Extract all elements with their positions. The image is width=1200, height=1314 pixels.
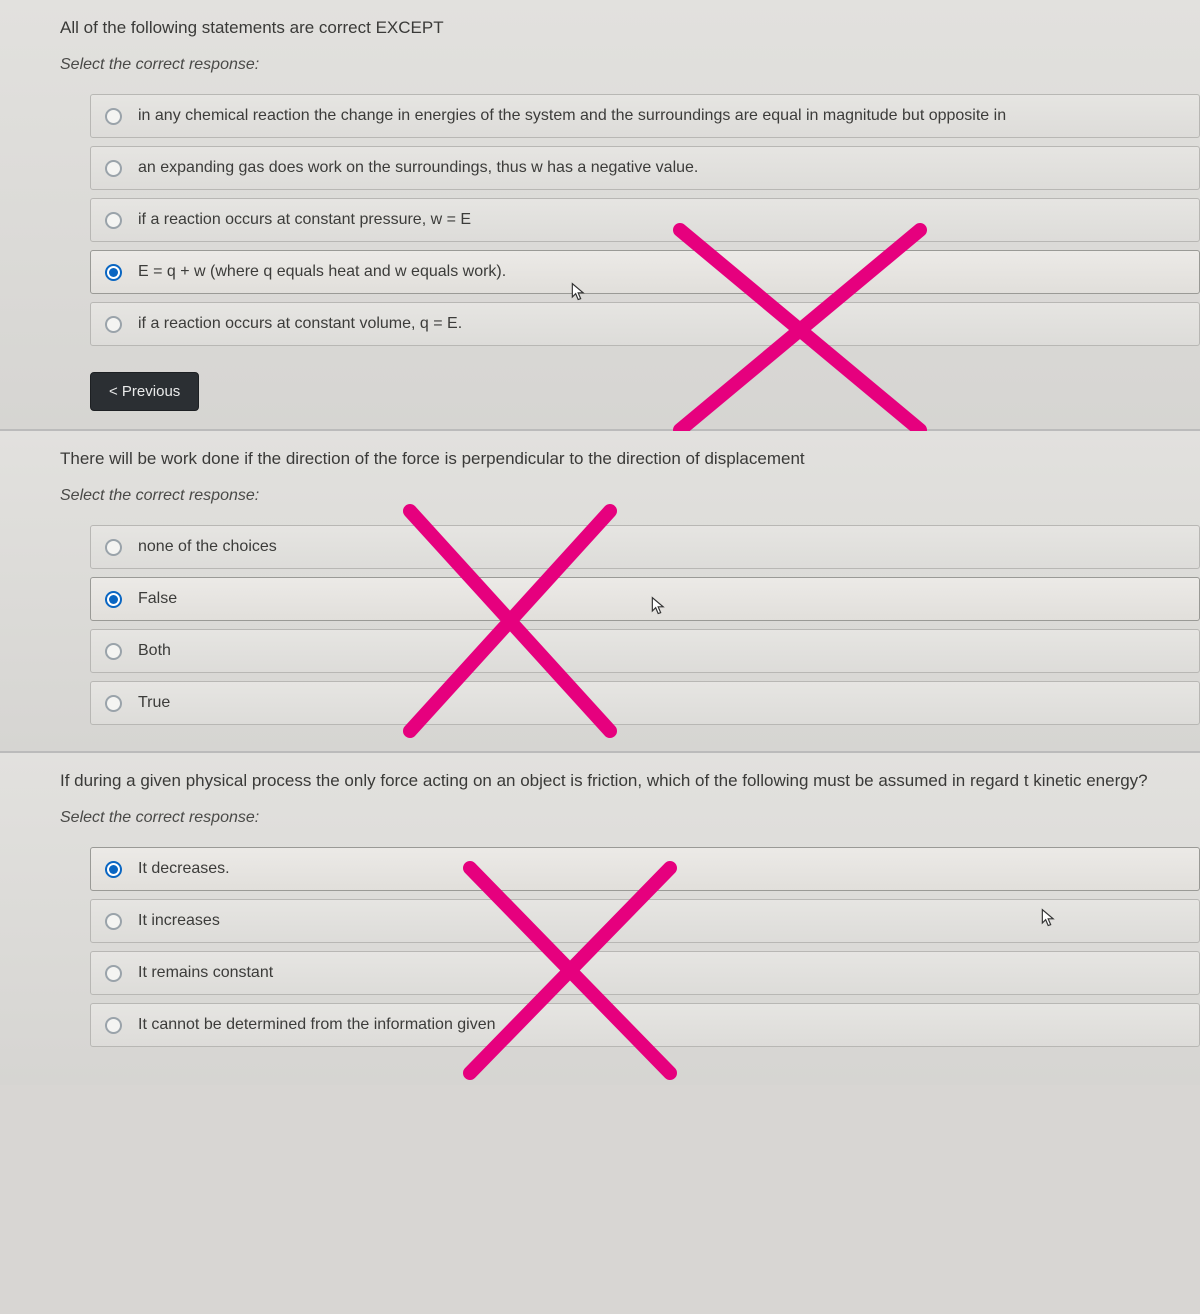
options-group: in any chemical reaction the change in e… — [90, 94, 1200, 346]
radio-icon — [105, 591, 122, 608]
radio-icon — [105, 108, 122, 125]
option[interactable]: False — [90, 577, 1200, 621]
radio-icon — [105, 539, 122, 556]
option-label: an expanding gas does work on the surrou… — [138, 159, 698, 177]
question-prompt: All of the following statements are corr… — [60, 18, 1200, 38]
option-label: Both — [138, 642, 171, 660]
radio-icon — [105, 316, 122, 333]
radio-icon — [105, 643, 122, 660]
radio-icon — [105, 1017, 122, 1034]
option[interactable]: an expanding gas does work on the surrou… — [90, 146, 1200, 190]
question-prompt: If during a given physical process the o… — [60, 771, 1200, 791]
option[interactable]: It cannot be determined from the informa… — [90, 1003, 1200, 1047]
cursor-icon — [650, 596, 668, 616]
cursor-icon — [1040, 908, 1058, 928]
option[interactable]: Both — [90, 629, 1200, 673]
question-instruction: Select the correct response: — [60, 487, 1200, 505]
radio-icon — [105, 965, 122, 982]
previous-button-label: < Previous — [109, 383, 180, 400]
option-label: It remains constant — [138, 964, 273, 982]
radio-icon — [105, 695, 122, 712]
option-label: It decreases. — [138, 860, 230, 878]
radio-icon — [105, 861, 122, 878]
option-label: True — [138, 694, 170, 712]
radio-icon — [105, 160, 122, 177]
options-group: It decreases. It increases It remains co… — [90, 847, 1200, 1047]
option-label: E = q + w (where q equals heat and w equ… — [138, 263, 506, 281]
cursor-icon — [570, 282, 588, 302]
option-label: none of the choices — [138, 538, 277, 556]
previous-button[interactable]: < Previous — [90, 372, 199, 411]
radio-icon — [105, 913, 122, 930]
question-instruction: Select the correct response: — [60, 809, 1200, 827]
question-block-2: There will be work done if the direction… — [0, 431, 1200, 753]
option[interactable]: True — [90, 681, 1200, 725]
option-label: It cannot be determined from the informa… — [138, 1016, 496, 1034]
option[interactable]: if a reaction occurs at constant volume,… — [90, 302, 1200, 346]
option-label: if a reaction occurs at constant pressur… — [138, 211, 471, 229]
option[interactable]: E = q + w (where q equals heat and w equ… — [90, 250, 1200, 294]
options-group: none of the choices False Both True — [90, 525, 1200, 725]
option[interactable]: in any chemical reaction the change in e… — [90, 94, 1200, 138]
option-label: in any chemical reaction the change in e… — [138, 107, 1006, 125]
option[interactable]: if a reaction occurs at constant pressur… — [90, 198, 1200, 242]
option[interactable]: It increases — [90, 899, 1200, 943]
option-label: if a reaction occurs at constant volume,… — [138, 315, 462, 333]
option[interactable]: It decreases. — [90, 847, 1200, 891]
radio-icon — [105, 212, 122, 229]
question-block-1: All of the following statements are corr… — [0, 0, 1200, 431]
option[interactable]: none of the choices — [90, 525, 1200, 569]
question-prompt: There will be work done if the direction… — [60, 449, 1200, 469]
option-label: False — [138, 590, 177, 608]
radio-icon — [105, 264, 122, 281]
question-instruction: Select the correct response: — [60, 56, 1200, 74]
option[interactable]: It remains constant — [90, 951, 1200, 995]
question-block-3: If during a given physical process the o… — [0, 753, 1200, 1085]
option-label: It increases — [138, 912, 220, 930]
